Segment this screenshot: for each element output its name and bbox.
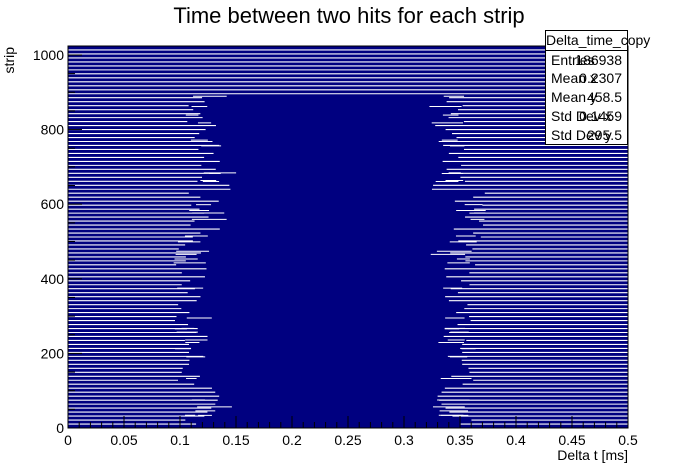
stats-mean-y-label: Mean y — [551, 89, 597, 105]
plot-area — [67, 45, 629, 429]
stats-std-dev-x-value: 0.1459 — [579, 108, 622, 124]
x-tick-label: 0.35 — [446, 432, 473, 448]
chart-title: Time between two hits for each strip — [173, 3, 524, 28]
x-axis: 0 0.05 0.1 0.15 0.2 0.25 0.3 0.35 0.4 0.45 0.5 — [64, 416, 638, 448]
stats-row-entries: Entries 186938 — [546, 51, 627, 70]
y-axis: 0 200 400 600 800 1000 — [33, 47, 82, 436]
x-tick-label: 0.25 — [334, 432, 361, 448]
y-tick-label: 200 — [41, 345, 65, 361]
y-tick-label: 400 — [41, 271, 65, 287]
stats-title: Delta_time_copy — [546, 31, 650, 51]
stats-row-mean-y: Mean y 458.5 — [546, 88, 627, 107]
stats-mean-y-value: 458.5 — [586, 89, 622, 105]
x-tick-label: 0.15 — [222, 432, 249, 448]
y-tick-label: 600 — [41, 196, 65, 212]
x-tick-label: 0.1 — [170, 432, 190, 448]
y-tick-label: 0 — [56, 420, 64, 436]
stats-row-std-dev-y: Std Dev y 295.5 — [546, 126, 627, 145]
y-axis-label: strip — [1, 47, 17, 74]
x-tick-label: 0.3 — [394, 432, 414, 448]
x-tick-label: 0.45 — [558, 432, 585, 448]
y-tick-label: 800 — [41, 122, 65, 138]
stats-entries-value: 186938 — [575, 52, 622, 68]
stats-std-dev-x-label: Std Dev x — [551, 108, 612, 124]
x-tick-label: 0.05 — [110, 432, 137, 448]
stats-row-std-dev-x: Std Dev x 0.1459 — [546, 107, 627, 126]
x-tick-label: 0.5 — [618, 432, 638, 448]
x-tick-label: 0 — [64, 432, 72, 448]
stats-std-dev-y-value: 295.5 — [586, 127, 622, 143]
stats-entries-label: Entries — [551, 52, 595, 68]
stats-row-mean-x: Mean x 0.2307 — [546, 69, 627, 88]
x-axis-label: Delta t [ms] — [557, 447, 628, 463]
stats-box: Delta_time_copy Entries 186938 Mean x 0.… — [545, 30, 650, 145]
x-tick-label: 0.4 — [506, 432, 526, 448]
x-tick-label: 0.2 — [282, 432, 302, 448]
stats-mean-x-value: 0.2307 — [579, 70, 622, 86]
stats-mean-x-label: Mean x — [551, 70, 597, 86]
stats-std-dev-y-label: Std Dev y — [551, 127, 612, 143]
y-tick-label: 1000 — [33, 47, 64, 63]
